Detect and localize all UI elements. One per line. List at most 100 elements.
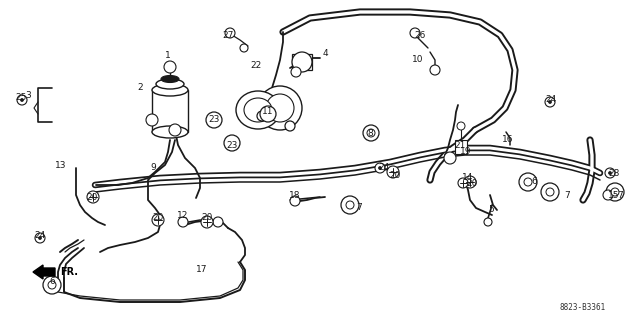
Circle shape [484, 218, 492, 226]
Text: 5: 5 [488, 205, 494, 214]
Circle shape [524, 178, 532, 186]
Text: 20: 20 [202, 213, 212, 222]
Bar [455, 140, 467, 154]
Text: 17: 17 [196, 265, 208, 275]
Ellipse shape [152, 126, 188, 138]
Ellipse shape [156, 79, 184, 89]
Text: 18: 18 [289, 190, 301, 199]
Text: 2: 2 [137, 84, 143, 93]
Text: 6: 6 [531, 177, 537, 187]
Circle shape [341, 196, 359, 214]
Circle shape [206, 112, 222, 128]
Circle shape [367, 129, 375, 137]
Text: 23: 23 [227, 140, 237, 150]
Text: 9: 9 [150, 162, 156, 172]
Text: 24: 24 [35, 231, 45, 240]
Circle shape [458, 178, 468, 188]
Bar [152, 90, 188, 132]
Text: 27: 27 [222, 32, 234, 41]
Circle shape [346, 201, 354, 209]
Text: 8: 8 [367, 130, 373, 138]
Text: 16: 16 [502, 136, 514, 145]
Text: 21: 21 [454, 140, 466, 150]
Text: 20: 20 [467, 179, 477, 188]
Text: 6: 6 [49, 278, 55, 286]
Circle shape [87, 191, 99, 203]
Ellipse shape [236, 91, 280, 129]
FancyArrow shape [33, 265, 55, 279]
Text: 10: 10 [412, 56, 424, 64]
Circle shape [35, 233, 45, 243]
Circle shape [375, 163, 385, 173]
Circle shape [546, 188, 554, 196]
Text: 1: 1 [165, 50, 171, 60]
Circle shape [285, 121, 295, 131]
Circle shape [378, 167, 381, 169]
Ellipse shape [152, 84, 188, 96]
Ellipse shape [161, 76, 179, 83]
Circle shape [457, 122, 465, 130]
Circle shape [201, 216, 213, 228]
Text: 7: 7 [356, 204, 362, 212]
Circle shape [260, 106, 276, 122]
Text: 4: 4 [322, 48, 328, 57]
Circle shape [363, 125, 379, 141]
Circle shape [541, 183, 559, 201]
Text: 8823-B3361: 8823-B3361 [560, 303, 606, 313]
Circle shape [611, 188, 619, 196]
Circle shape [48, 281, 56, 289]
Circle shape [164, 61, 176, 73]
Circle shape [430, 65, 440, 75]
Text: 15: 15 [608, 191, 620, 201]
Text: 3: 3 [25, 92, 31, 100]
Circle shape [258, 86, 302, 130]
Text: 20: 20 [389, 170, 401, 180]
Circle shape [178, 217, 188, 227]
Text: 20: 20 [86, 192, 98, 202]
Text: 22: 22 [250, 61, 262, 70]
Text: FR.: FR. [60, 267, 78, 277]
Circle shape [605, 168, 615, 178]
Circle shape [603, 190, 613, 200]
Text: 7: 7 [617, 190, 623, 199]
Circle shape [213, 217, 223, 227]
Circle shape [548, 100, 552, 103]
Circle shape [545, 97, 555, 107]
Circle shape [410, 28, 420, 38]
Text: 25: 25 [15, 93, 27, 102]
Circle shape [152, 214, 164, 226]
Circle shape [240, 44, 248, 52]
Circle shape [519, 173, 537, 191]
Text: 26: 26 [414, 32, 426, 41]
Text: 19: 19 [460, 147, 472, 157]
Circle shape [146, 114, 158, 126]
Circle shape [444, 152, 456, 164]
Text: 23: 23 [208, 115, 220, 124]
Text: 24: 24 [545, 95, 557, 105]
Circle shape [387, 166, 399, 178]
Text: 28: 28 [608, 168, 620, 177]
Circle shape [266, 94, 294, 122]
Bar [292, 54, 312, 70]
Circle shape [291, 67, 301, 77]
Text: 24: 24 [378, 164, 390, 173]
Text: 13: 13 [55, 160, 67, 169]
Circle shape [38, 236, 42, 240]
Circle shape [464, 176, 476, 188]
Circle shape [224, 135, 240, 151]
Circle shape [292, 52, 312, 72]
Circle shape [257, 111, 267, 121]
Circle shape [225, 28, 235, 38]
Circle shape [17, 95, 27, 105]
Circle shape [43, 276, 61, 294]
Circle shape [169, 124, 181, 136]
Text: 20: 20 [152, 213, 164, 222]
Circle shape [606, 183, 624, 201]
Text: 14: 14 [462, 174, 474, 182]
Ellipse shape [244, 98, 272, 122]
Text: 11: 11 [262, 108, 274, 116]
Text: 12: 12 [177, 211, 189, 220]
Circle shape [20, 99, 24, 101]
Circle shape [290, 196, 300, 206]
Text: 7: 7 [564, 190, 570, 199]
